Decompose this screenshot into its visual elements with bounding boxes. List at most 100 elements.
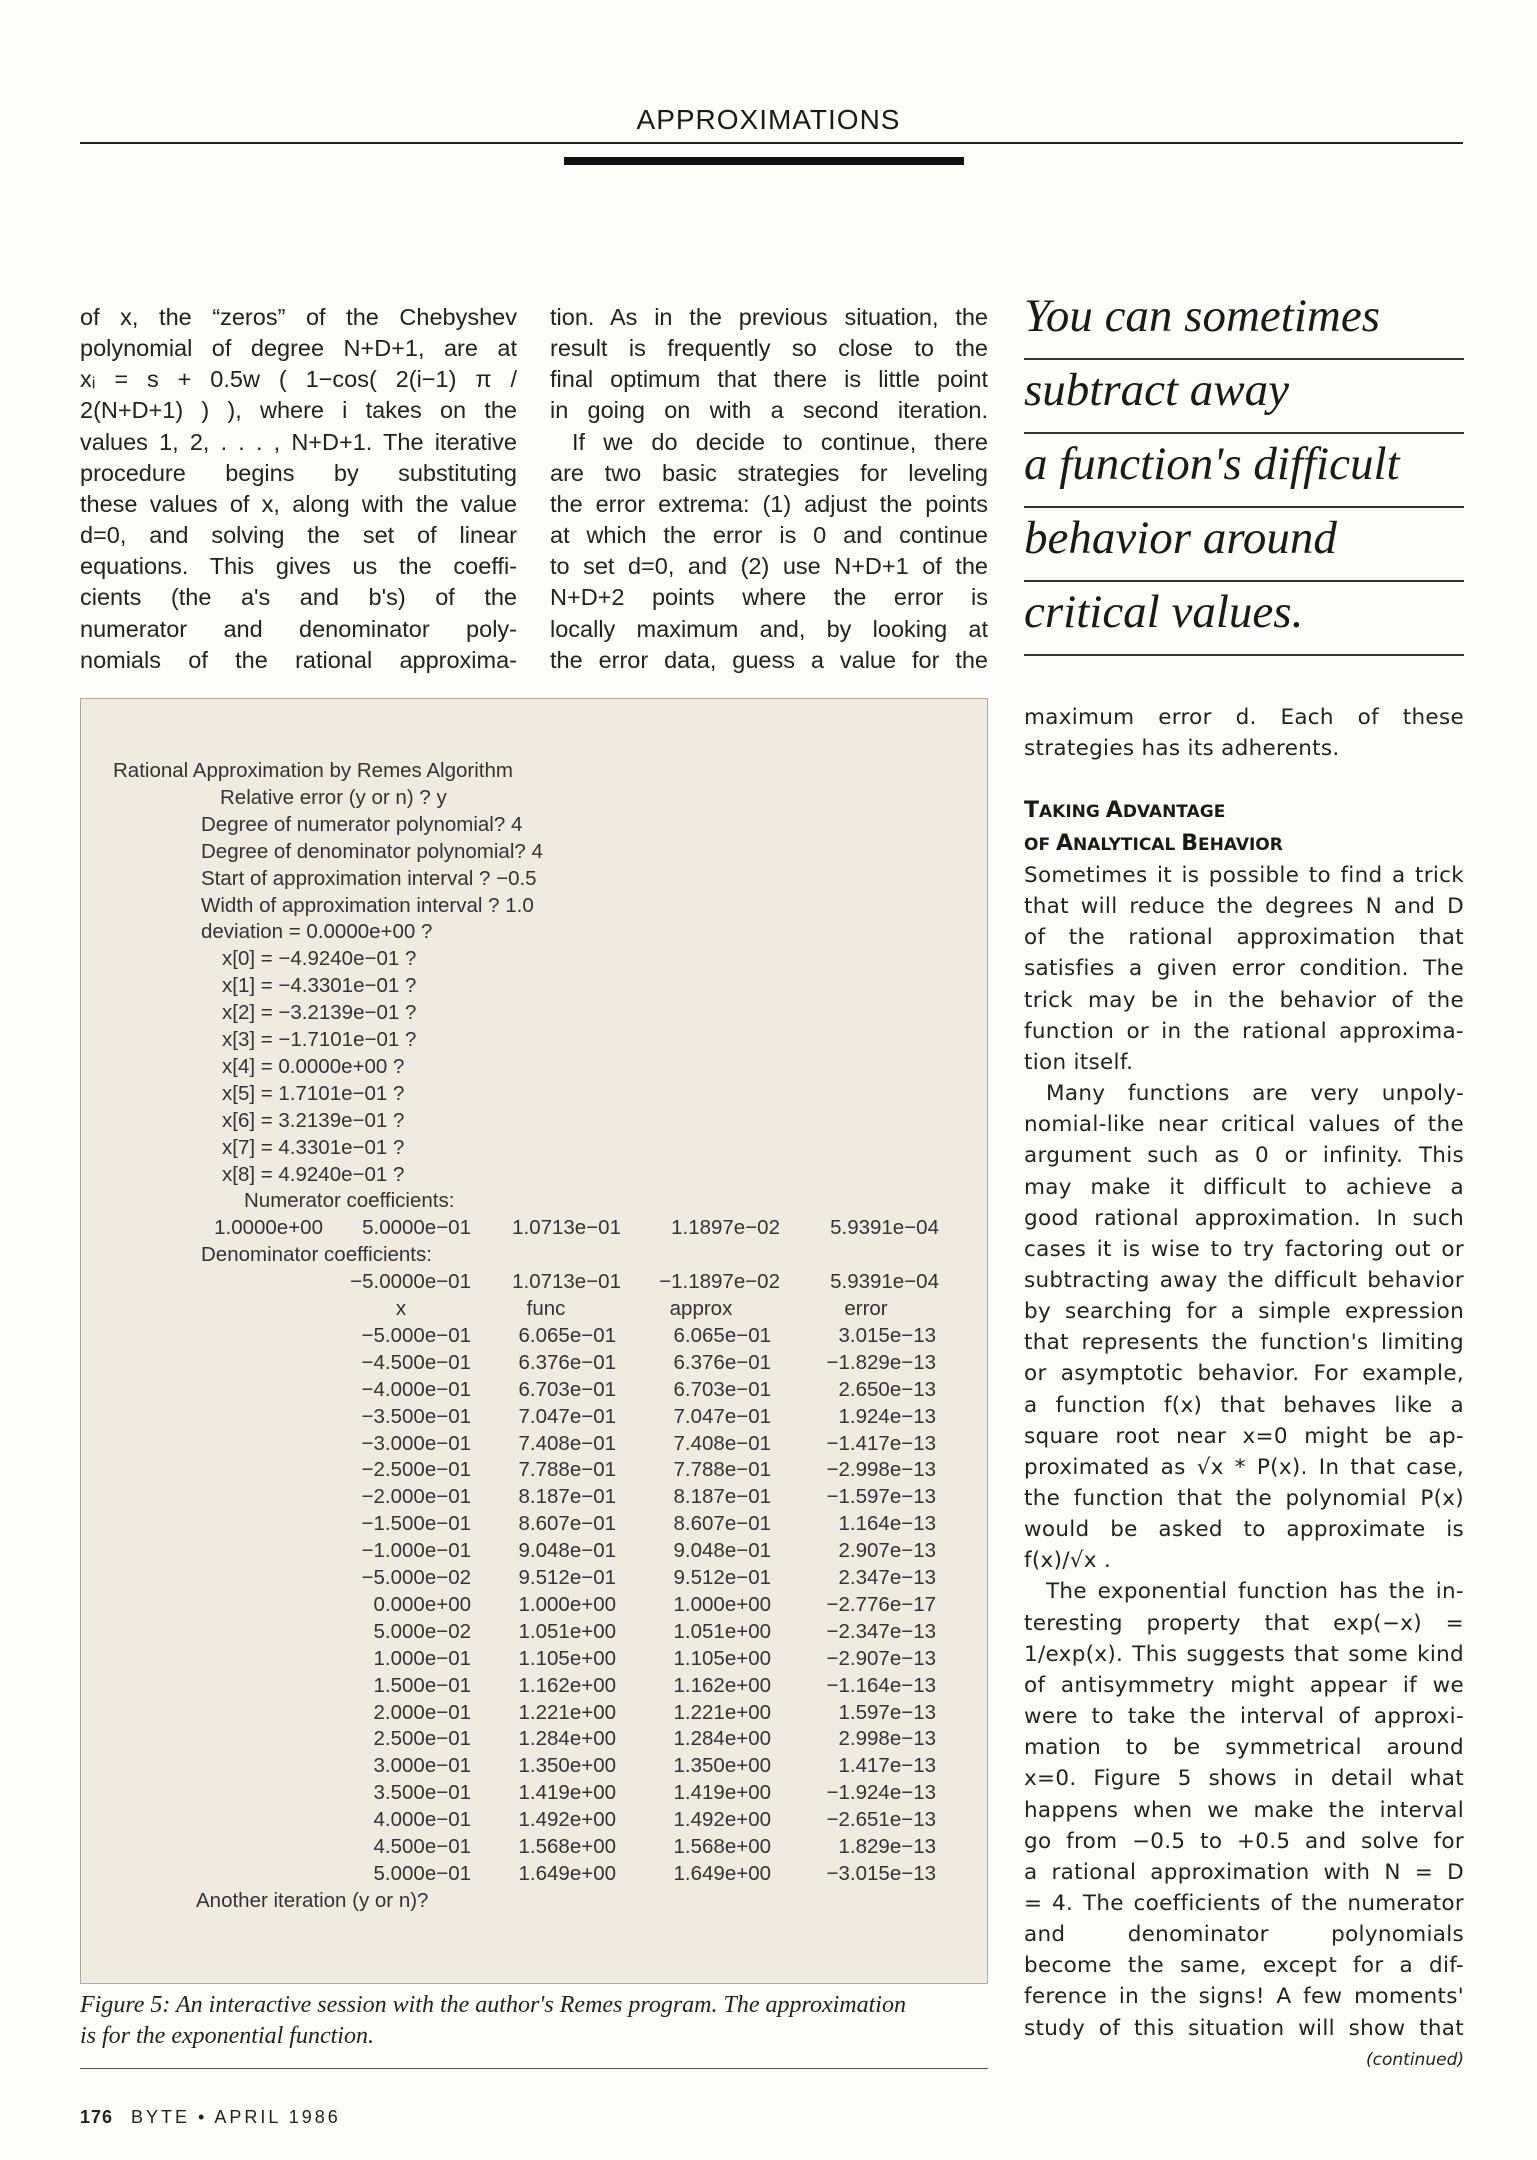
- table-cell: −2.776e−17: [826, 1592, 936, 1616]
- pull-quote-line: a function's difficult: [1024, 434, 1464, 508]
- numerator-coefficient: 5.9391e−04: [830, 1216, 939, 1240]
- text-line: nomial-like near critical values of the: [1024, 1112, 1464, 1138]
- table-cell: 7.408e−01: [673, 1431, 771, 1455]
- heading-text: NALYTICAL: [1073, 835, 1182, 855]
- text-line: happens when we make the interval: [1024, 1797, 1464, 1823]
- session-line: x[0] = −4.9240e−01 ?: [222, 947, 417, 971]
- session-line: x[2] = −3.2139e−01 ?: [222, 1001, 417, 1025]
- text-line: result is frequently so close to the: [550, 335, 988, 362]
- table-cell: 9.048e−01: [518, 1539, 616, 1563]
- text-line: mation to be symmetrical around: [1024, 1735, 1464, 1761]
- table-cell: −1.417e−13: [826, 1431, 936, 1455]
- text-line: satisfies a given error condition. The: [1024, 956, 1464, 982]
- table-cell: −4.500e−01: [361, 1350, 471, 1374]
- table-cell: 1.221e+00: [673, 1700, 771, 1724]
- heading-text: DVANTAGE: [1122, 802, 1226, 822]
- text-line: function or in the rational approxima-: [1024, 1018, 1464, 1044]
- table-cell: 1.500e−01: [373, 1673, 471, 1697]
- table-cell: 8.187e−01: [673, 1485, 771, 1509]
- table-cell: 1.419e+00: [518, 1781, 616, 1805]
- text-line: = 4. The coefficients of the numerator: [1024, 1890, 1464, 1916]
- session-line: Numerator coefficients:: [244, 1189, 455, 1213]
- caption-line: is for the exponential function.: [80, 2023, 374, 2049]
- numerator-coefficient: 5.0000e−01: [362, 1216, 471, 1240]
- heading-text: A: [1055, 831, 1074, 856]
- text-line: these values of x, along with the value: [80, 490, 517, 517]
- table-cell: 0.000e+00: [373, 1592, 471, 1616]
- table-cell: 2.998e−13: [838, 1727, 936, 1751]
- table-cell: 2.500e−01: [373, 1727, 471, 1751]
- table-cell: 7.408e−01: [518, 1431, 616, 1455]
- table-cell: 1.649e+00: [673, 1861, 771, 1885]
- table-cell: 1.568e+00: [518, 1835, 616, 1858]
- table-cell: −3.000e−01: [361, 1431, 471, 1455]
- pull-quote-line: You can sometimes: [1024, 286, 1464, 360]
- table-cell: 1.051e+00: [673, 1619, 771, 1643]
- session-line: Degree of numerator polynomial? 4: [201, 812, 523, 836]
- table-cell: 8.607e−01: [673, 1512, 771, 1536]
- table-cell: 1.105e+00: [518, 1646, 616, 1670]
- text-line: maximum error d. Each of these: [1024, 705, 1464, 730]
- table-cell: 1.492e+00: [673, 1808, 771, 1832]
- text-line: go from −0.5 to +0.5 and solve for: [1024, 1828, 1464, 1854]
- session-line: Rational Approximation by Remes Algorith…: [113, 759, 513, 782]
- text-line: tion. As in the previous situation, the: [550, 304, 988, 330]
- text-line: the error extrema: (1) adjust the points: [550, 490, 988, 517]
- table-cell: 9.512e−01: [673, 1566, 771, 1589]
- text-line: tion itself.: [1024, 1049, 1134, 1075]
- table-header: x: [395, 1297, 407, 1320]
- text-line: square root near x=0 might be ap-: [1024, 1423, 1464, 1449]
- text-line: or asymptotic behavior. For example,: [1024, 1361, 1464, 1387]
- session-line: Another iteration (y or n)?: [196, 1888, 429, 1912]
- heading-text: A: [1105, 798, 1123, 823]
- denominator-coefficient: −1.1897e−02: [659, 1270, 780, 1294]
- table-cell: 4.500e−01: [373, 1835, 471, 1858]
- table-cell: −1.829e−13: [826, 1350, 936, 1374]
- session-line: x[6] = 3.2139e−01 ?: [222, 1108, 405, 1132]
- table-cell: 1.492e+00: [518, 1808, 616, 1832]
- session-line: x[3] = −1.7101e−01 ?: [222, 1028, 417, 1051]
- session-line: x[7] = 4.3301e−01 ?: [222, 1135, 405, 1159]
- table-cell: −5.000e−02: [361, 1566, 471, 1589]
- table-cell: 6.376e−01: [518, 1350, 616, 1374]
- table-cell: −1.597e−13: [826, 1485, 936, 1509]
- table-cell: 6.376e−01: [673, 1350, 771, 1374]
- text-line: study of this situation will show that: [1024, 2015, 1464, 2041]
- table-cell: −4.000e−01: [361, 1377, 471, 1401]
- table-cell: −2.000e−01: [361, 1485, 471, 1509]
- table-cell: 1.000e+00: [673, 1592, 771, 1616]
- figure-caption: Figure 5: An interactive session with th…: [80, 1990, 988, 2052]
- text-line: strategies has its adherents.: [1024, 736, 1340, 762]
- table-cell: 9.048e−01: [673, 1539, 771, 1563]
- table-cell: 7.788e−01: [673, 1458, 771, 1482]
- denominator-coefficient: −5.0000e−01: [350, 1270, 471, 1294]
- text-line: by searching for a simple expression: [1024, 1299, 1464, 1325]
- table-cell: −2.907e−13: [826, 1646, 936, 1670]
- table-cell: 5.000e−02: [373, 1619, 471, 1643]
- text-line: and denominator polynomials: [1024, 1922, 1464, 1948]
- table-cell: 1.829e−13: [838, 1835, 936, 1858]
- table-cell: −2.500e−01: [361, 1458, 471, 1482]
- table-cell: 2.347e−13: [838, 1566, 936, 1589]
- session-line: Degree of denominator polynomial? 4: [201, 839, 543, 863]
- publication-info: BYTE • APRIL 1986: [131, 2107, 341, 2127]
- table-cell: −1.500e−01: [361, 1512, 471, 1536]
- table-cell: −2.651e−13: [826, 1808, 936, 1832]
- text-line: to set d=0, and (2) use N+D+1 of the: [550, 553, 988, 580]
- text-line: good rational approximation. In such: [1024, 1205, 1464, 1231]
- session-line: Width of approximation interval ? 1.0: [201, 893, 534, 917]
- text-line: argument such as 0 or infinity. This: [1024, 1143, 1464, 1169]
- pull-quote-line: subtract away: [1024, 360, 1464, 434]
- text-line: final optimum that there is little point: [550, 366, 988, 393]
- text-line: trick may be in the behavior of the: [1024, 987, 1464, 1013]
- heading-text: AKING: [1039, 802, 1106, 822]
- text-line: polynomial of degree N+D+1, are at: [80, 335, 517, 362]
- table-header: func: [526, 1297, 566, 1320]
- table-header: error: [844, 1297, 888, 1320]
- text-line: The exponential function has the in-: [1046, 1579, 1464, 1605]
- table-cell: 1.284e+00: [518, 1727, 616, 1751]
- table-cell: 2.650e−13: [838, 1377, 936, 1401]
- text-line: may make it difficult to achieve a: [1024, 1174, 1464, 1200]
- table-cell: −5.000e−01: [361, 1323, 471, 1347]
- header-rule: [80, 142, 1463, 144]
